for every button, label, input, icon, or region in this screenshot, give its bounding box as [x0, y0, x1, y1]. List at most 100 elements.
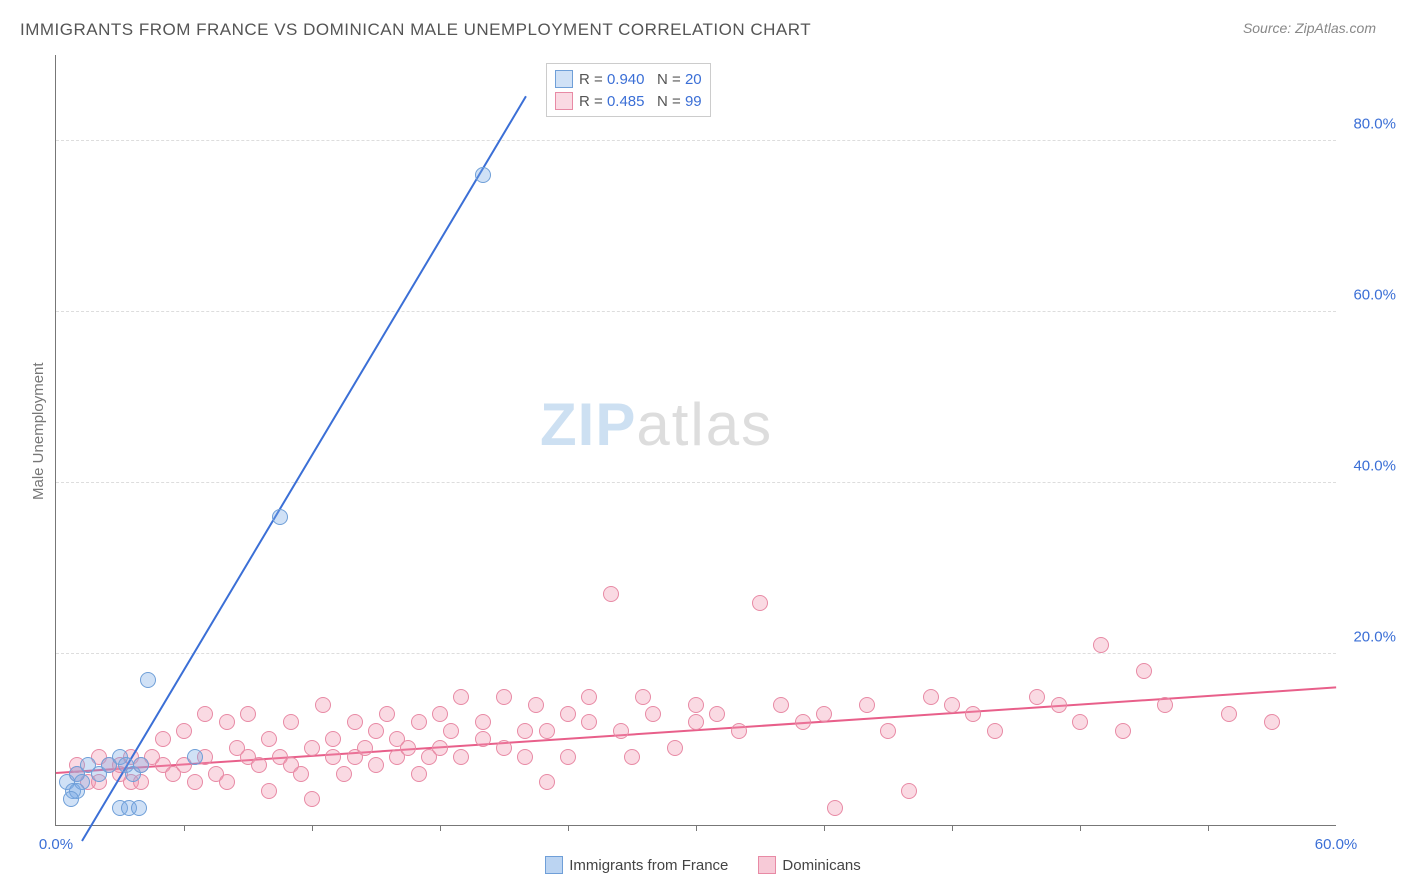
data-point — [368, 757, 384, 773]
data-point — [432, 706, 448, 722]
y-axis-label: Male Unemployment — [30, 362, 47, 500]
data-point — [304, 740, 320, 756]
x-tick-mark — [184, 825, 185, 831]
data-point — [859, 697, 875, 713]
data-point — [635, 689, 651, 705]
data-point — [539, 723, 555, 739]
correlation-legend: R = 0.940 N = 20 R = 0.485 N = 99 — [546, 63, 711, 117]
data-point — [400, 740, 416, 756]
data-point — [453, 689, 469, 705]
data-point — [1157, 697, 1173, 713]
plot-area: R = 0.940 N = 20R = 0.485 N = 99 20.0%40… — [55, 55, 1336, 826]
data-point — [1221, 706, 1237, 722]
data-point — [613, 723, 629, 739]
data-point — [923, 689, 939, 705]
data-point — [140, 672, 156, 688]
legend-swatch-dominicans — [758, 856, 776, 874]
data-point — [475, 714, 491, 730]
legend-row: R = 0.485 N = 99 — [555, 90, 702, 112]
x-tick-mark — [952, 825, 953, 831]
data-point — [357, 740, 373, 756]
data-point — [1051, 697, 1067, 713]
data-point — [261, 731, 277, 747]
data-point — [944, 697, 960, 713]
data-point — [1093, 637, 1109, 653]
data-point — [368, 723, 384, 739]
y-tick-label: 80.0% — [1353, 115, 1396, 132]
data-point — [667, 740, 683, 756]
data-point — [453, 749, 469, 765]
data-point — [187, 749, 203, 765]
data-point — [251, 757, 267, 773]
data-point — [475, 167, 491, 183]
data-point — [880, 723, 896, 739]
data-point — [133, 757, 149, 773]
data-point — [496, 689, 512, 705]
legend-stat-text: R = 0.485 N = 99 — [579, 93, 702, 110]
data-point — [624, 749, 640, 765]
data-point — [443, 723, 459, 739]
data-point — [155, 731, 171, 747]
data-point — [1072, 714, 1088, 730]
x-tick-mark — [312, 825, 313, 831]
data-point — [773, 697, 789, 713]
data-point — [261, 783, 277, 799]
legend-row: R = 0.940 N = 20 — [555, 68, 702, 90]
legend-label-dominicans: Dominicans — [782, 857, 860, 874]
x-tick-label-min: 0.0% — [39, 836, 73, 853]
gridline — [56, 311, 1336, 312]
x-tick-mark — [696, 825, 697, 831]
legend-swatch-france — [545, 856, 563, 874]
data-point — [581, 689, 597, 705]
data-point — [432, 740, 448, 756]
data-point — [379, 706, 395, 722]
data-point — [709, 706, 725, 722]
data-point — [197, 706, 213, 722]
legend-item-dominicans: Dominicans — [758, 856, 860, 874]
legend-item-france: Immigrants from France — [545, 856, 728, 874]
gridline — [56, 482, 1336, 483]
x-tick-mark — [824, 825, 825, 831]
x-tick-mark — [1080, 825, 1081, 831]
data-point — [176, 723, 192, 739]
x-tick-mark — [1208, 825, 1209, 831]
data-point — [283, 714, 299, 730]
data-point — [560, 706, 576, 722]
x-tick-mark — [440, 825, 441, 831]
data-point — [63, 791, 79, 807]
gridline — [56, 653, 1336, 654]
data-point — [293, 766, 309, 782]
legend-label-france: Immigrants from France — [569, 857, 728, 874]
y-tick-label: 60.0% — [1353, 286, 1396, 303]
data-point — [411, 714, 427, 730]
x-tick-mark — [568, 825, 569, 831]
data-point — [987, 723, 1003, 739]
data-point — [560, 749, 576, 765]
data-point — [965, 706, 981, 722]
data-point — [645, 706, 661, 722]
data-point — [347, 714, 363, 730]
x-tick-label-max: 60.0% — [1315, 836, 1358, 853]
source-label: Source: ZipAtlas.com — [1243, 20, 1376, 36]
data-point — [827, 800, 843, 816]
trend-line — [81, 96, 526, 841]
data-point — [603, 586, 619, 602]
legend-swatch — [555, 70, 573, 88]
data-point — [219, 774, 235, 790]
data-point — [539, 774, 555, 790]
data-point — [315, 697, 331, 713]
legend-swatch — [555, 92, 573, 110]
data-point — [688, 714, 704, 730]
data-point — [517, 723, 533, 739]
data-point — [336, 766, 352, 782]
data-point — [304, 791, 320, 807]
data-point — [131, 800, 147, 816]
data-point — [187, 774, 203, 790]
data-point — [1029, 689, 1045, 705]
data-point — [219, 714, 235, 730]
data-point — [411, 766, 427, 782]
chart-container: IMMIGRANTS FROM FRANCE VS DOMINICAN MALE… — [0, 0, 1406, 892]
data-point — [475, 731, 491, 747]
data-point — [272, 509, 288, 525]
data-point — [528, 697, 544, 713]
